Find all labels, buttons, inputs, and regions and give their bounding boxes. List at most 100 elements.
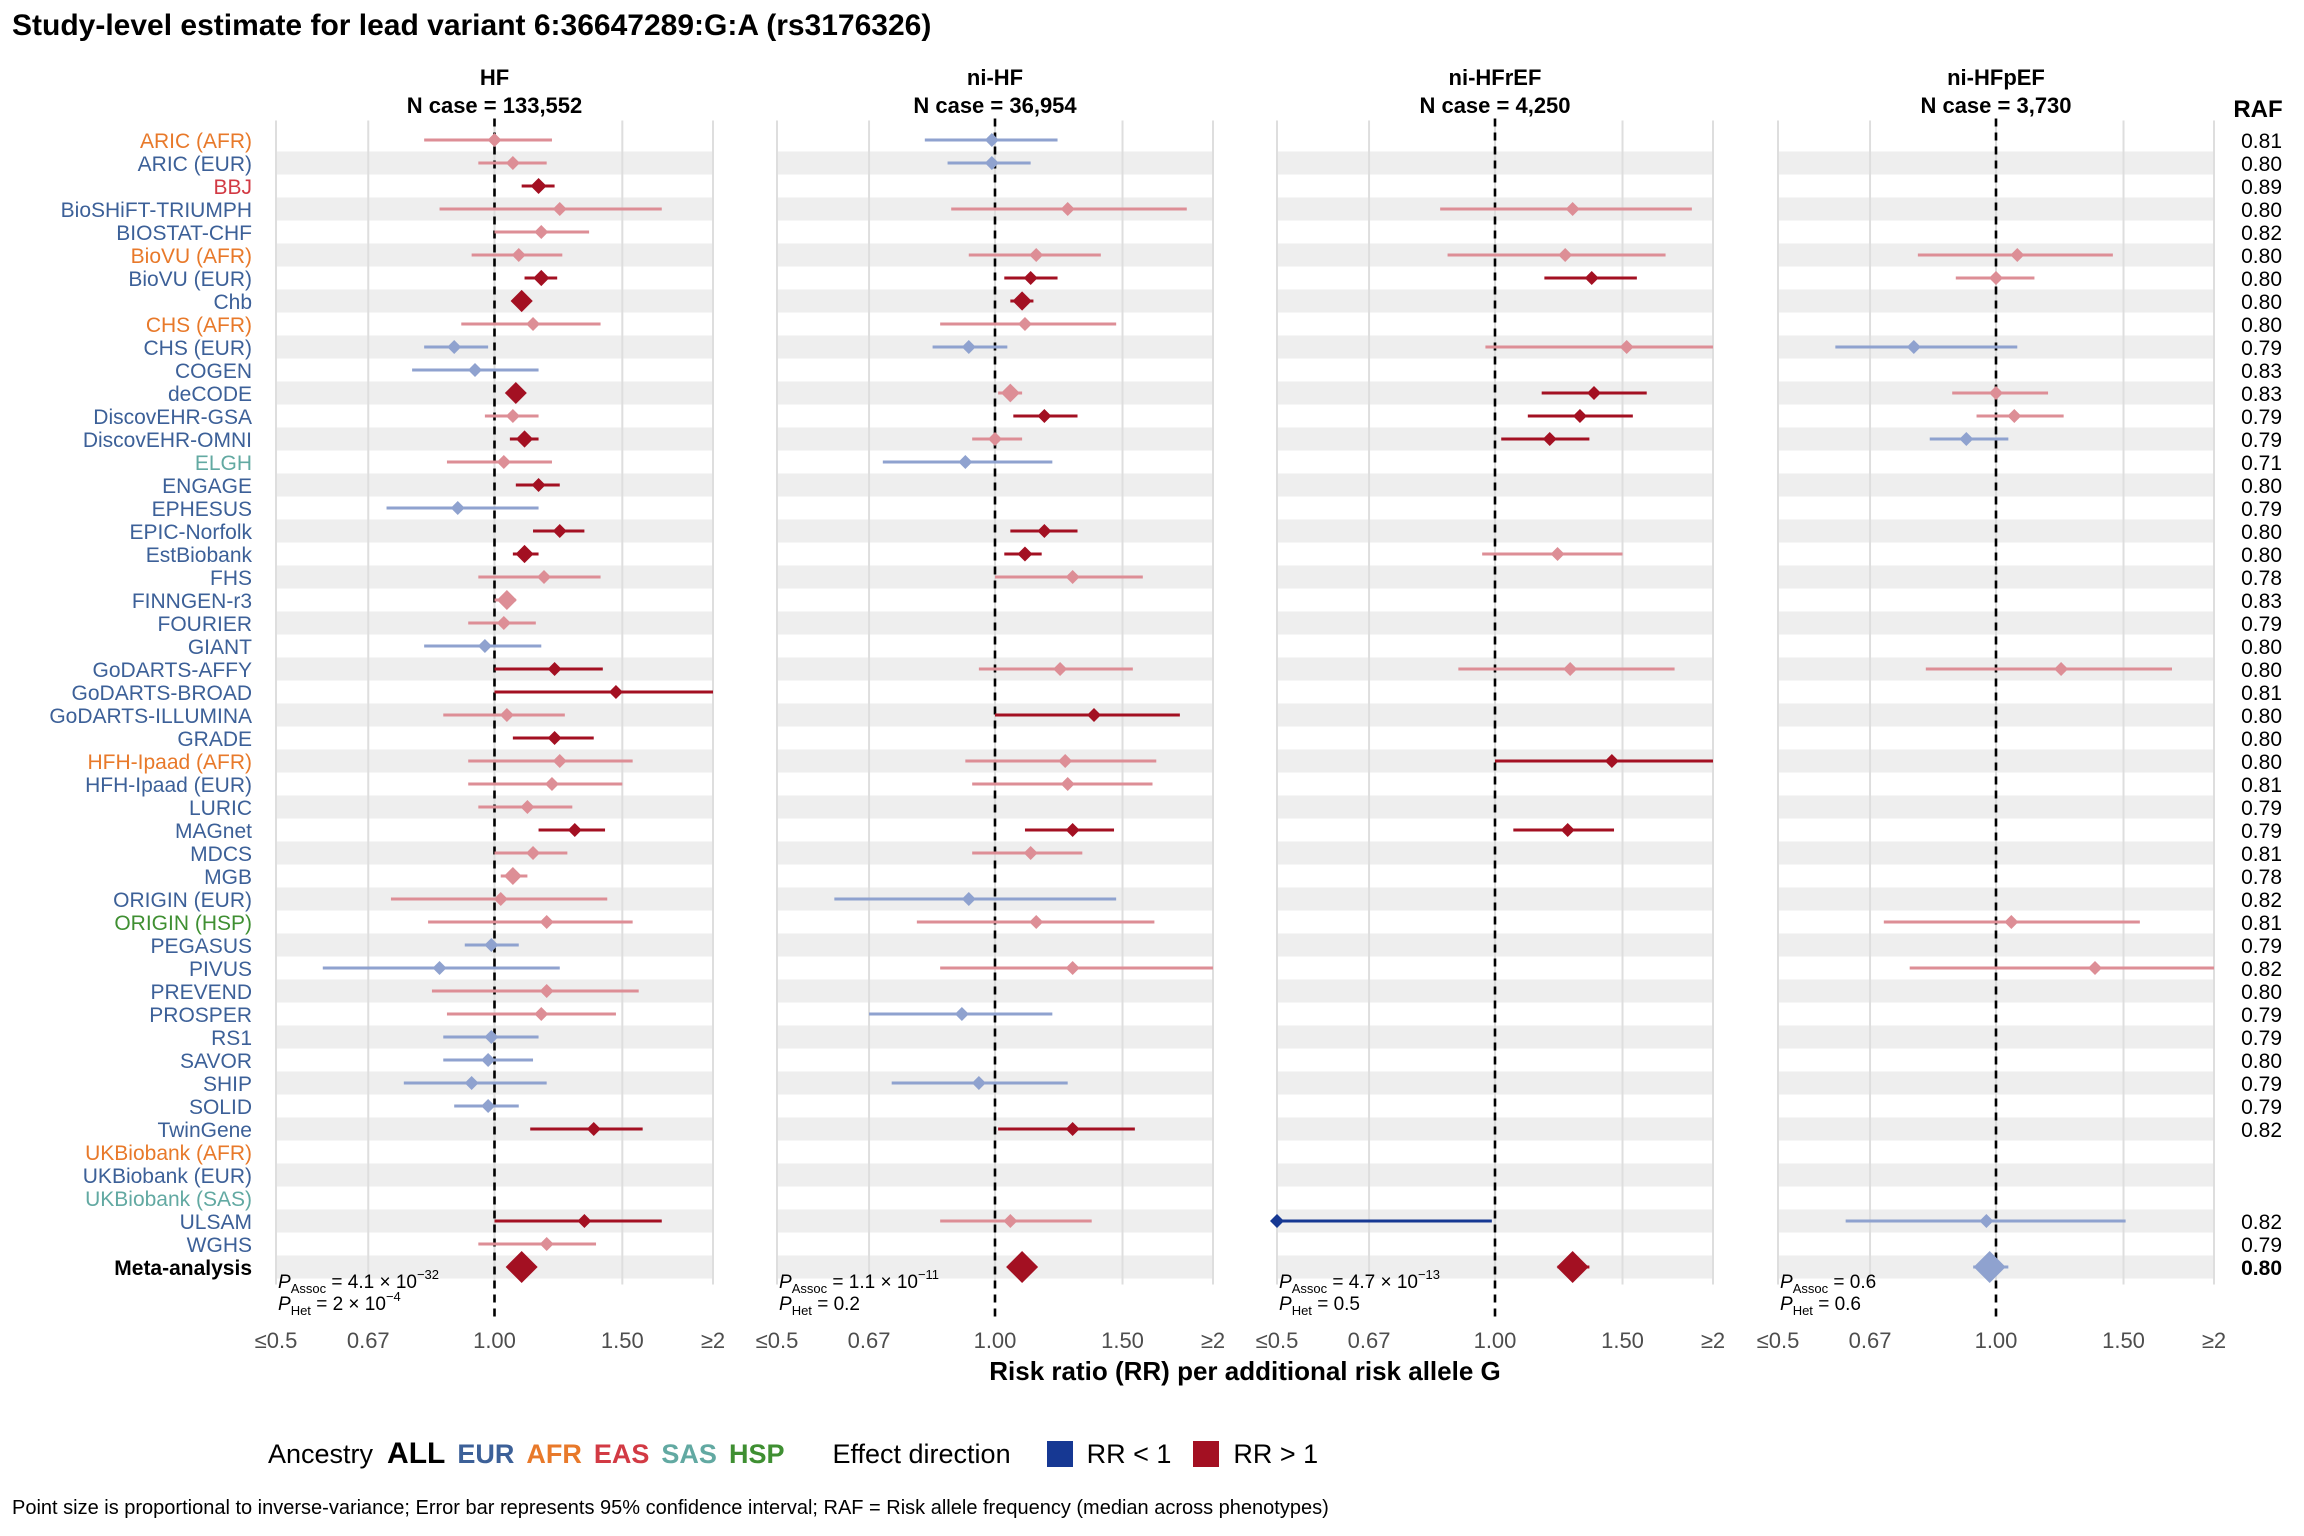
raf-value: 0.82 [2241, 1119, 2282, 1142]
ancestry-legend-item: EAS [593, 1439, 650, 1469]
study-label: MDCS [190, 843, 252, 866]
study-label: BioSHiFT-TRIUMPH [61, 199, 252, 222]
study-label: GIANT [188, 636, 252, 659]
point-estimate [1053, 662, 1068, 676]
point-estimate [1065, 961, 1080, 975]
study-label: MGB [204, 866, 252, 889]
study-label: FINNGEN-r3 [132, 590, 252, 613]
raf-value: 0.80 [2241, 544, 2282, 567]
raf-value: 0.83 [2241, 360, 2282, 383]
point-estimate [531, 478, 546, 492]
study-label: BBJ [213, 176, 252, 199]
point-estimate [958, 455, 973, 469]
rr-high-label: RR > 1 [1233, 1438, 1319, 1469]
point-estimate [988, 432, 1002, 446]
footnote: Point size is proportional to inverse-va… [12, 1497, 1329, 1519]
point-estimate [1989, 271, 2003, 285]
study-label: SHIP [203, 1073, 252, 1096]
point-estimate [481, 1053, 496, 1067]
raf-value: 0.79 [2241, 797, 2282, 820]
point-estimate [2088, 961, 2103, 975]
x-axis-title: Risk ratio (RR) per additional risk alle… [989, 1356, 1500, 1386]
x-tick-label: 1.50 [1601, 1328, 1644, 1353]
x-tick-label: 1.50 [1101, 1328, 1144, 1353]
raf-value: 0.79 [2241, 1073, 2282, 1096]
point-estimate [1989, 386, 2003, 400]
raf-value: 0.79 [2241, 613, 2282, 636]
point-estimate [961, 892, 976, 906]
raf-value: 0.80 [2241, 153, 2282, 176]
point-estimate [1023, 846, 1038, 860]
raf-value: 0.82 [2241, 1211, 2282, 1234]
point-estimate [567, 823, 582, 837]
x-tick-label: 0.67 [1849, 1328, 1892, 1353]
point-estimate [961, 340, 976, 354]
raf-value: 0.79 [2241, 1096, 2282, 1119]
point-estimate [1558, 248, 1573, 262]
point-estimate [450, 501, 465, 515]
panel-n-case: N case = 133,552 [407, 93, 583, 118]
raf-value: 0.89 [2241, 176, 2282, 199]
point-estimate [464, 1076, 479, 1090]
plot-area: ARIC (AFR) 0.81 ARIC (EUR) 0.80 BBJ 0.89 BioSH… [49, 65, 2282, 1353]
point-estimate [447, 340, 462, 354]
panel-ni-hfref: ≤0.5 0.67 1.00 1.50 ≥2 ni-HFrEF N case = 4,250… [1256, 65, 1725, 1353]
raf-value: 0.83 [2241, 590, 2282, 613]
point-estimate [1003, 1214, 1018, 1228]
raf-value: 0.80 [2241, 705, 2282, 728]
x-tick-label: 1.00 [974, 1328, 1017, 1353]
study-label: BIOSTAT-CHF [116, 222, 252, 245]
raf-value: 0.80 [2241, 291, 2282, 314]
study-label: CHS (AFR) [146, 314, 252, 337]
study-label: Meta-analysis [114, 1257, 252, 1280]
p-value-annotation: PAssoc = 4.1 × 10−32 [278, 1267, 439, 1296]
point-estimate [1979, 1214, 1994, 1228]
point-estimate [971, 1076, 986, 1090]
point-estimate [539, 1237, 554, 1251]
x-tick-label: ≤0.5 [1757, 1328, 1800, 1353]
panel-n-case: N case = 4,250 [1419, 93, 1570, 118]
point-estimate [1556, 1251, 1589, 1283]
point-estimate [1065, 1122, 1080, 1136]
panel-n-case: N case = 3,730 [1920, 93, 2071, 118]
point-estimate [1023, 271, 1038, 285]
raf-value: 0.79 [2241, 935, 2282, 958]
point-estimate [493, 892, 508, 906]
point-estimate [1906, 340, 1921, 354]
study-label: deCODE [168, 383, 252, 406]
point-estimate [1560, 823, 1575, 837]
point-estimate [539, 984, 554, 998]
point-estimate [511, 248, 526, 262]
p-value-annotation: PHet = 0.6 [1780, 1294, 1861, 1318]
raf-value: 0.82 [2241, 222, 2282, 245]
x-tick-label: ≤0.5 [255, 1328, 298, 1353]
point-estimate [1587, 386, 1602, 400]
study-label: ARIC (EUR) [138, 153, 252, 176]
panel-title: HF [480, 65, 509, 90]
raf-value: 0.79 [2241, 1234, 2282, 1257]
raf-value: 0.80 [2241, 1050, 2282, 1073]
point-estimate [1012, 291, 1032, 311]
study-label: BioVU (AFR) [131, 245, 252, 268]
raf-value: 0.80 [2241, 751, 2282, 774]
point-estimate [1565, 202, 1580, 216]
point-estimate [608, 685, 623, 699]
ancestry-legend-item: ALL [387, 1437, 446, 1470]
point-estimate [1550, 547, 1565, 561]
study-label: RS1 [211, 1027, 252, 1050]
point-estimate [2054, 662, 2069, 676]
point-estimate [552, 524, 567, 538]
raf-value: 0.78 [2241, 567, 2282, 590]
raf-value: 0.80 [2241, 728, 2282, 751]
point-estimate [1973, 1251, 2006, 1283]
ancestry-legend-item: HSP [728, 1439, 785, 1469]
study-label: PROSPER [149, 1004, 252, 1027]
raf-header: RAF [2233, 96, 2282, 123]
p-value-annotation: PAssoc = 0.6 [1780, 1272, 1876, 1296]
raf-value: 0.80 [2241, 475, 2282, 498]
point-estimate [530, 177, 547, 195]
point-estimate [1037, 524, 1052, 538]
raf-value: 0.79 [2241, 429, 2282, 452]
point-estimate [544, 777, 559, 791]
